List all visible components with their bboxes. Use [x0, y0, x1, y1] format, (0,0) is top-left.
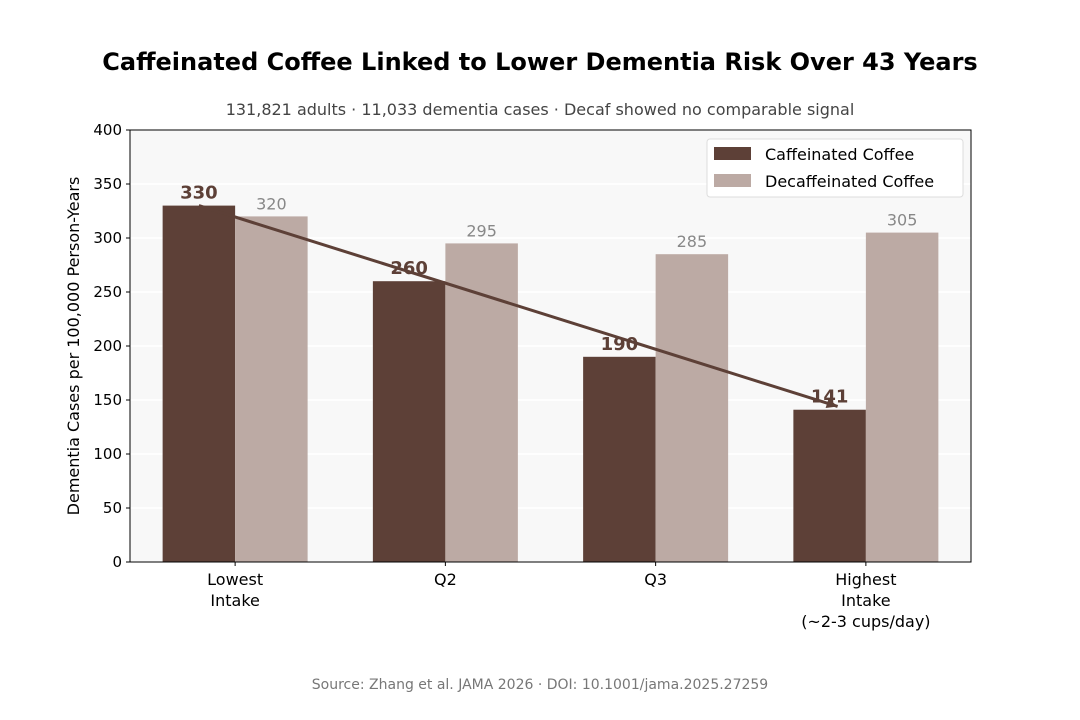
chart-subtitle: 131,821 adults · 11,033 dementia cases ·… [225, 100, 855, 119]
legend-label: Decaffeinated Coffee [765, 172, 934, 191]
y-tick-label: 200 [93, 337, 122, 355]
y-tick-label: 150 [93, 391, 122, 409]
bar-caffeinated [583, 356, 656, 562]
y-axis-label: Dementia Cases per 100,000 Person-Years [64, 177, 83, 516]
legend-swatch [714, 174, 751, 187]
bar-caffeinated [793, 409, 866, 562]
bar-decaf [655, 254, 729, 562]
data-label: 295 [466, 221, 497, 240]
data-label: 320 [256, 194, 287, 213]
y-tick-label: 0 [112, 553, 122, 571]
trend-arrow-line [198, 204, 839, 408]
chart-title: Caffeinated Coffee Linked to Lower Demen… [102, 48, 978, 76]
y-tick-label: 50 [103, 499, 122, 517]
y-tick-label: 250 [93, 283, 122, 301]
data-label: 330 [180, 183, 218, 204]
y-tick-label: 400 [93, 121, 122, 139]
source-note: Source: Zhang et al. JAMA 2026 · DOI: 10… [311, 677, 769, 693]
x-tick-label: Highest Intake (~2-3 cups/day) [801, 570, 930, 631]
bar-decaf [235, 216, 308, 562]
legend-box [706, 138, 964, 198]
trend-arrow-head [825, 398, 838, 408]
bar-caffeinated [162, 205, 236, 562]
y-tick-label: 100 [93, 445, 122, 463]
x-tick-label: Lowest Intake [207, 570, 263, 610]
x-tick-label: Q3 [644, 570, 667, 589]
data-label: 190 [601, 334, 639, 355]
y-tick-label: 300 [93, 229, 122, 247]
data-label: 285 [677, 232, 708, 251]
legend-swatch [714, 147, 751, 160]
y-tick-label: 350 [93, 175, 122, 193]
x-tick-label: Q2 [434, 570, 457, 589]
bar-decaf [445, 243, 518, 562]
data-label: 305 [887, 211, 918, 230]
bar-decaf [865, 232, 939, 562]
bar-caffeinated [372, 281, 446, 562]
legend-label: Caffeinated Coffee [765, 145, 914, 164]
plot-frame [129, 129, 972, 563]
